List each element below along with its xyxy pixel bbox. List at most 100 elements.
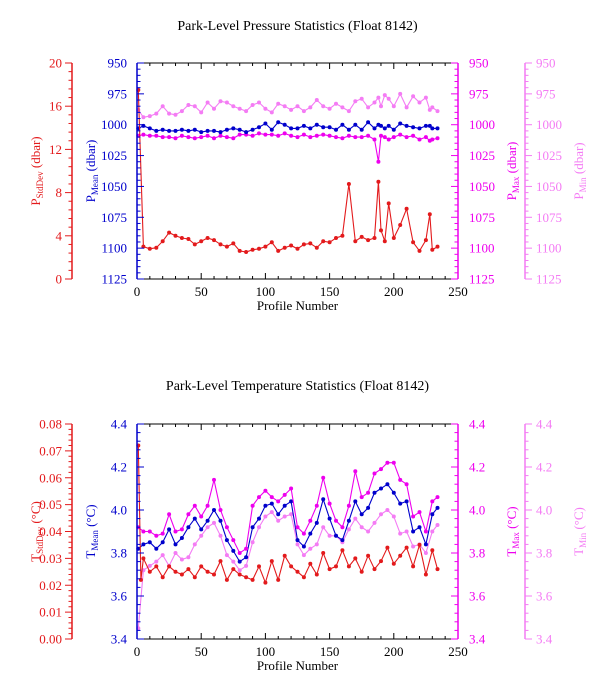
y-tick-label-max: 1100: [469, 241, 495, 256]
data-point-max: [269, 495, 274, 500]
data-point-stddev: [231, 567, 236, 572]
data-point-mean: [282, 122, 287, 127]
y-axis-label-base: P: [504, 193, 519, 200]
y-axis-label-subscript: Max: [511, 176, 521, 193]
y-tick-label-max: 3.4: [469, 632, 486, 647]
data-point-stddev: [295, 569, 300, 574]
data-point-stddev: [141, 244, 146, 249]
data-point-max: [301, 132, 306, 137]
data-point-mean: [276, 512, 281, 517]
y-tick-label-mean: 3.4: [111, 632, 128, 647]
y-axis-label-max: PMax (dbar): [504, 142, 521, 201]
data-point-stddev: [167, 564, 172, 569]
data-point-mean: [212, 128, 216, 133]
y-tick-label-min: 1025: [536, 148, 562, 163]
data-point-max: [346, 503, 351, 508]
data-point-max: [257, 131, 261, 136]
data-point-min: [173, 112, 178, 117]
data-point-min: [289, 512, 294, 517]
y-tick-label-mean: 1125: [101, 272, 127, 287]
data-point-mean: [167, 527, 172, 532]
data-point-min: [435, 109, 440, 114]
data-point-min: [199, 110, 204, 115]
data-point-stddev: [340, 548, 345, 553]
data-point-mean: [423, 542, 428, 547]
data-point-stddev: [327, 567, 332, 572]
y-tick-label-max: 1050: [469, 179, 495, 194]
data-point-min: [212, 520, 216, 525]
data-point-stddev: [237, 248, 242, 253]
y-tick-label-mean: 3.6: [111, 589, 128, 604]
data-point-max: [385, 460, 390, 465]
data-point-stddev: [263, 580, 268, 585]
data-point-max: [147, 529, 152, 534]
y-tick-label-mean: 3.8: [111, 546, 127, 561]
data-point-min: [379, 512, 383, 517]
y-axis-label-base: P: [83, 195, 98, 202]
data-point-max: [244, 546, 249, 551]
y-tick-label-min: 1100: [536, 241, 562, 256]
data-point-min: [346, 527, 351, 532]
data-point-max: [372, 137, 377, 142]
data-point-mean: [417, 525, 422, 530]
data-point-stddev: [141, 556, 146, 561]
data-point-min: [404, 105, 409, 110]
data-point-min: [231, 559, 236, 564]
data-point-mean: [340, 538, 345, 543]
data-point-min: [308, 105, 313, 110]
data-point-stddev: [435, 567, 440, 572]
data-point-max: [212, 136, 216, 141]
data-point-mean: [147, 540, 152, 545]
chart-panel-1: Park-Level Pressure Statistics (Float 81…: [28, 19, 588, 313]
y-tick-label-stddev: 0.01: [39, 605, 62, 620]
data-point-stddev: [353, 556, 358, 561]
data-point-min: [224, 100, 229, 105]
x-tick-label: 150: [320, 284, 340, 299]
y-tick-label-max: 975: [469, 86, 489, 101]
data-point-min: [340, 105, 345, 110]
data-point-max: [179, 133, 184, 138]
data-point-stddev: [366, 553, 371, 558]
data-point-max: [224, 135, 229, 140]
data-point-mean: [327, 125, 332, 130]
data-point-stddev: [404, 206, 409, 211]
data-point-stddev: [427, 212, 432, 217]
y-axis-label-mean: PMean (dbar): [83, 140, 100, 203]
data-point-mean: [427, 123, 432, 128]
data-point-max: [382, 135, 387, 140]
y-tick-label-max: 4.0: [469, 503, 485, 518]
data-point-min: [244, 563, 249, 568]
y-tick-label-stddev: 0.04: [39, 524, 62, 539]
data-point-max: [327, 501, 332, 506]
data-point-max: [417, 137, 422, 142]
data-point-min: [237, 568, 242, 573]
data-point-stddev: [340, 233, 345, 238]
x-tick-label: 50: [195, 284, 208, 299]
data-point-max: [141, 132, 146, 137]
data-point-mean: [192, 516, 197, 521]
x-axis: 0 50 100 150 200 250 Profile Number: [134, 424, 468, 673]
data-point-mean: [224, 127, 229, 132]
data-point-stddev: [224, 577, 229, 582]
data-point-stddev: [205, 569, 210, 574]
data-point-min: [404, 529, 409, 534]
y-tick-label-mean: 1050: [101, 179, 127, 194]
data-point-stddev: [147, 569, 152, 574]
data-point-max: [147, 133, 152, 138]
y-axis-label-base: T: [83, 551, 98, 559]
series-mean: [136, 482, 440, 564]
data-point-stddev: [314, 572, 319, 577]
data-point-mean: [398, 501, 403, 506]
y-tick-label-max: 1000: [469, 117, 495, 132]
data-point-mean: [411, 125, 416, 130]
data-point-max: [321, 132, 326, 137]
y-axis-max: 950 975 1000 1025 1050 1075 1100 1125 PMax (dbar…: [451, 56, 521, 287]
data-point-min: [179, 109, 184, 114]
data-point-stddev: [276, 577, 281, 582]
data-point-max: [334, 518, 338, 523]
y-axis-label-base: T: [504, 549, 519, 557]
x-tick-label: 50: [195, 644, 208, 659]
data-point-mean: [366, 120, 371, 125]
data-point-max: [160, 135, 165, 140]
data-point-mean: [218, 518, 223, 523]
